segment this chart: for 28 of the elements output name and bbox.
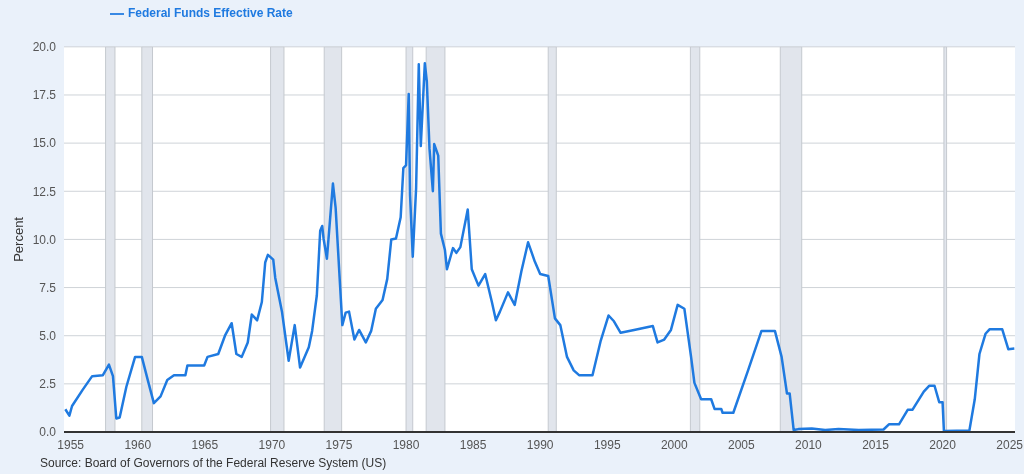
x-tick-label: 1995 — [593, 437, 621, 452]
source-note: Source: Board of Governors of the Federal Reserve System (US) — [40, 456, 387, 470]
y-tick-label: 2.5 — [39, 377, 57, 392]
x-tick-label: 1975 — [325, 437, 353, 452]
x-tick-label: 1965 — [191, 437, 219, 452]
x-tick-label: 1990 — [526, 437, 554, 452]
line-series — [64, 61, 1015, 432]
x-tick-label: 2005 — [728, 437, 756, 452]
x-tick-label: 2015 — [862, 437, 890, 452]
y-tick-label: 20.0 — [32, 40, 57, 55]
x-tick-label: 2025 — [996, 437, 1024, 452]
x-tick-label: 1980 — [392, 437, 420, 452]
legend-label: Federal Funds Effective Rate — [128, 6, 293, 20]
y-tick-label: 5.0 — [39, 328, 57, 343]
x-tick-label: 1970 — [258, 437, 286, 452]
y-tick-label: 12.5 — [32, 184, 57, 199]
y-tick-label: 10.0 — [32, 232, 57, 247]
x-tick-label: 2010 — [795, 437, 823, 452]
x-tick-label: 1960 — [124, 437, 152, 452]
y-axis-title: Percent — [10, 216, 26, 262]
x-tick-label: 2020 — [929, 437, 957, 452]
y-tick-label: 15.0 — [32, 136, 57, 151]
x-tick-label: 1985 — [459, 437, 487, 452]
y-tick-label: 17.5 — [32, 88, 57, 103]
x-tick-label: 2000 — [660, 437, 688, 452]
x-tick-label: 1955 — [57, 437, 85, 452]
y-tick-label: 7.5 — [39, 280, 57, 295]
y-tick-label: 0.0 — [39, 425, 57, 440]
